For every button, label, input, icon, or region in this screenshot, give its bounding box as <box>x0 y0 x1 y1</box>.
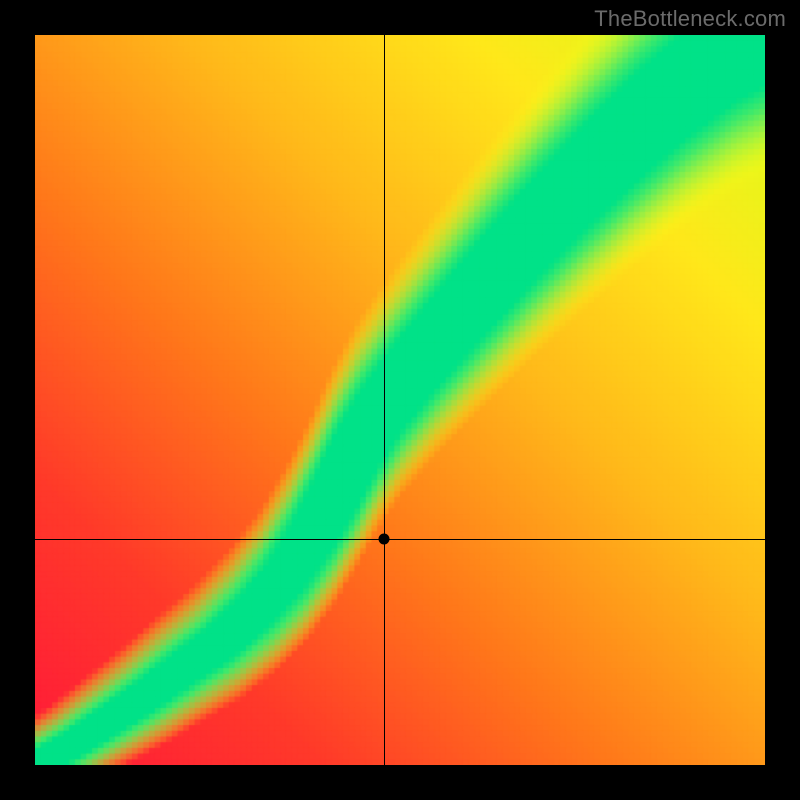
heatmap-plot <box>35 35 765 765</box>
chart-container: TheBottleneck.com <box>0 0 800 800</box>
watermark-text: TheBottleneck.com <box>594 6 786 32</box>
crosshair-dot <box>378 534 389 545</box>
crosshair-vertical <box>384 35 385 765</box>
heatmap-canvas <box>35 35 765 765</box>
crosshair-horizontal <box>35 539 765 540</box>
